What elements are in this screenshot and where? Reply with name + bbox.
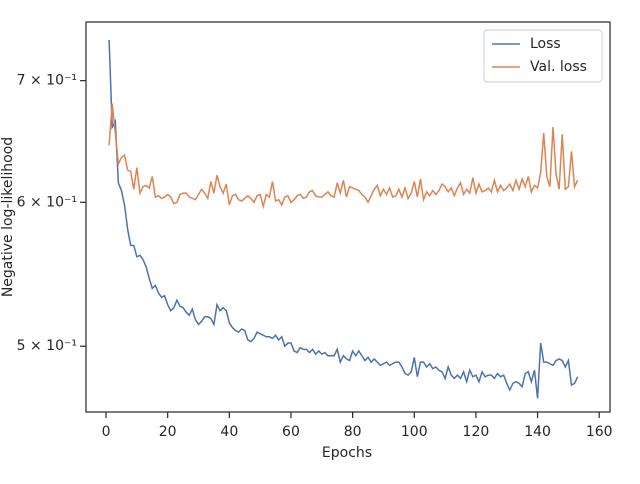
x-tick-label: 60 [282,424,300,440]
plot-frame [85,21,611,413]
y-tick-label: 5 × 10⁻¹ [17,338,77,354]
x-tick-label: 120 [463,424,490,440]
legend-label: Loss [530,36,561,52]
x-tick-label: 0 [102,424,111,440]
x-tick-label: 100 [401,424,428,440]
line-series [108,39,579,399]
legend-box [483,29,603,83]
legend-label: Val. loss [530,59,587,75]
x-tick-label: 20 [159,424,177,440]
y-tick-label: 6 × 10⁻¹ [17,194,77,210]
x-tick-label: 40 [220,424,238,440]
x-tick-label: 160 [586,424,613,440]
line-series [108,103,579,210]
x-tick-label: 140 [524,424,551,440]
y-axis-label: Negative log-likelihood [0,137,16,297]
x-axis-label: Epochs [322,445,372,461]
y-tick-label: 7 × 10⁻¹ [17,73,77,89]
x-tick-label: 80 [344,424,362,440]
